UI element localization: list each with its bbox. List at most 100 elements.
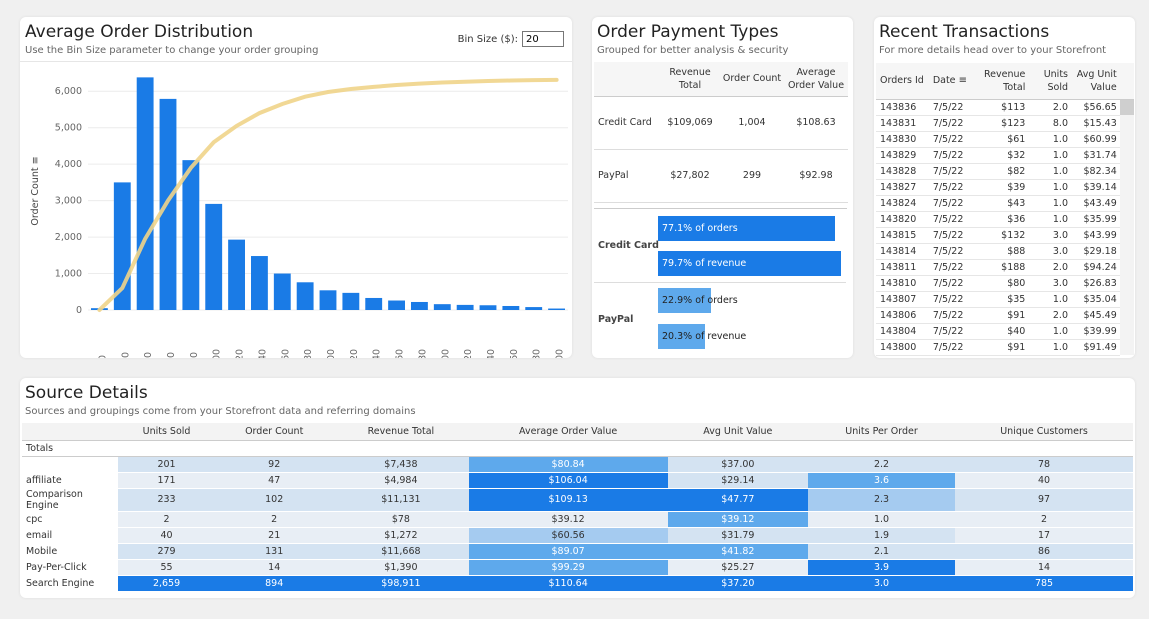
metric-cell: 171 (118, 472, 216, 489)
x-tick-label: $200 (326, 349, 337, 358)
table-row[interactable]: cpc 2 2 $78 $39.12 $39.12 1.0 2 (22, 511, 1133, 528)
avg-unit-value-cell: $43.49 (1071, 195, 1120, 212)
histogram-bar[interactable] (525, 307, 543, 310)
header-average-order-value[interactable]: Average Order Value (468, 423, 668, 441)
header-units-sold[interactable]: Units Sold (118, 423, 216, 441)
header-average-order-value[interactable]: Average Order Value (784, 62, 848, 97)
header-revenue-total[interactable]: Revenue Total (975, 63, 1029, 100)
avg-unit-value-cell: $29.18 (1071, 243, 1120, 260)
date-cell: 7/5/22 (928, 291, 976, 308)
histogram-bar[interactable] (251, 256, 268, 310)
revenue-cell: $36 (975, 211, 1029, 228)
table-row[interactable]: 143811 7/5/22 $188 2.0 $94.24 (876, 259, 1134, 276)
header-unique-customers[interactable]: Unique Customers (955, 423, 1133, 441)
histogram-bar[interactable] (228, 239, 245, 310)
revenue-cell: $61 (975, 131, 1029, 148)
table-row[interactable]: 143820 7/5/22 $36 1.0 $35.99 (876, 211, 1134, 228)
histogram-bar[interactable] (456, 304, 474, 310)
share-label: Credit Card (598, 240, 659, 251)
metric-cell: $99.29 (468, 559, 668, 576)
date-cell: 7/5/22 (928, 147, 976, 164)
revenue-share-bar[interactable]: 20.3% of revenue (658, 324, 746, 349)
table-row[interactable]: 143807 7/5/22 $35 1.0 $35.04 (876, 291, 1134, 308)
y-tick-label: 1,000 (55, 269, 82, 280)
histogram-bar[interactable] (342, 292, 360, 310)
table-row[interactable]: 143829 7/5/22 $32 1.0 $31.74 (876, 147, 1134, 164)
table-row[interactable]: 143806 7/5/22 $91 2.0 $45.49 (876, 307, 1134, 324)
metric-cell: 14 (955, 559, 1133, 576)
table-row[interactable]: 143830 7/5/22 $61 1.0 $60.99 (876, 131, 1134, 148)
payment-type-paypal: PayPal (594, 149, 660, 203)
table-row[interactable]: 143828 7/5/22 $82 1.0 $82.34 (876, 163, 1134, 180)
order-distribution-title: Average Order Distribution (25, 22, 254, 42)
histogram-bar[interactable] (388, 300, 405, 310)
orders-share-bar[interactable]: 77.1% of orders (658, 216, 836, 241)
scrollbar-track[interactable] (1119, 99, 1134, 115)
x-tick-label: $80 (189, 352, 200, 358)
header-revenue-total[interactable]: Revenue Total (660, 62, 720, 97)
histogram-bar[interactable] (319, 290, 337, 310)
units-sold-cell: 1.0 (1028, 179, 1071, 196)
scrollbar-header (1119, 63, 1134, 100)
revenue-cell: $132 (975, 227, 1029, 244)
metric-cell: $29.14 (667, 472, 808, 489)
header-units-sold[interactable]: Units Sold (1028, 63, 1071, 100)
table-row[interactable]: Pay-Per-Click 55 14 $1,390 $99.29 $25.27 3.9 14 (22, 559, 1133, 576)
x-tick-label: $0 (97, 355, 108, 358)
date-cell: 7/5/22 (928, 211, 976, 228)
table-row[interactable]: Mobile 279 131 $11,668 $89.07 $41.82 2.1 86 (22, 543, 1133, 560)
histogram-bar[interactable] (479, 305, 497, 310)
table-row[interactable]: PayPal $27,802 299 $92.98 (594, 149, 848, 203)
units-sold-cell: 1.0 (1028, 131, 1071, 148)
orders-share-bar[interactable]: 22.9% of orders (658, 288, 738, 313)
divider (594, 208, 847, 209)
bin-size-input[interactable] (522, 31, 564, 47)
header-units-per-order[interactable]: Units Per Order (807, 423, 956, 441)
table-row[interactable]: 143827 7/5/22 $39 1.0 $39.14 (876, 179, 1134, 196)
table-row[interactable]: Search Engine 2,659 894 $98,911 $110.64 $37.2… (22, 575, 1133, 592)
table-row[interactable]: 143804 7/5/22 $40 1.0 $39.99 (876, 323, 1134, 340)
histogram-bar[interactable] (411, 301, 428, 310)
units-sold-cell: 2.0 (1028, 99, 1071, 116)
header-date-label: Date (932, 75, 956, 87)
table-row[interactable]: Credit Card $109,069 1,004 $108.63 (594, 96, 848, 150)
header-avg-unit-value[interactable]: Avg Unit Value (667, 423, 808, 441)
table-row[interactable]: 143836 7/5/22 $113 2.0 $56.65 (876, 99, 1134, 116)
y-tick-label: 2,000 (55, 232, 82, 243)
table-row[interactable]: 143810 7/5/22 $80 3.0 $26.83 (876, 275, 1134, 292)
histogram-bar[interactable] (273, 273, 291, 310)
histogram-bar[interactable] (502, 305, 520, 310)
metric-cell: 233 (118, 488, 216, 512)
header-orders-id[interactable]: Orders Id (876, 63, 929, 100)
x-tick-label: $100 (212, 349, 223, 358)
histogram-bar[interactable] (136, 77, 154, 310)
histogram-bar[interactable] (296, 282, 314, 310)
header-order-count[interactable]: Order Count (215, 423, 334, 441)
histogram-bar[interactable] (182, 160, 200, 310)
table-row[interactable]: 143824 7/5/22 $43 1.0 $43.49 (876, 195, 1134, 212)
header-avg-unit-value[interactable]: Avg Unit Value (1071, 63, 1120, 100)
table-row[interactable]: 143831 7/5/22 $123 8.0 $15.43 (876, 115, 1134, 132)
sort-icon[interactable]: ≡ (958, 75, 967, 87)
histogram-bar[interactable] (433, 304, 451, 310)
metric-cell: 2,659 (118, 575, 216, 592)
units-sold-cell: 1.0 (1028, 147, 1071, 164)
histogram-bar[interactable] (548, 308, 565, 310)
table-row[interactable]: email 40 21 $1,272 $60.56 $31.79 1.9 17 (22, 527, 1133, 544)
header-date[interactable]: Date ≡ (928, 63, 976, 100)
revenue-share-bar[interactable]: 79.7% of revenue (658, 251, 842, 276)
table-row[interactable]: Comparison Engine 233 102 $11,131 $109.13 $47… (22, 488, 1133, 512)
histogram-bar[interactable] (365, 297, 383, 310)
header-revenue-total[interactable]: Revenue Total (333, 423, 469, 441)
metric-cell: $39.12 (468, 511, 668, 528)
header-order-count[interactable]: Order Count (720, 62, 784, 97)
metric-cell: $25.27 (667, 559, 808, 576)
table-row[interactable]: 143800 7/5/22 $91 1.0 $91.49 (876, 339, 1134, 356)
histogram-bar[interactable] (205, 203, 223, 310)
metric-cell: $109.13 (468, 488, 668, 512)
recent-transactions-subtitle: For more details head over to your Store… (879, 45, 1107, 56)
table-row[interactable]: 143814 7/5/22 $88 3.0 $29.18 (876, 243, 1134, 260)
table-row[interactable]: 143815 7/5/22 $132 3.0 $43.99 (876, 227, 1134, 244)
table-row[interactable]: 201 92 $7,438 $80.84 $37.00 2.2 78 (22, 456, 1133, 473)
table-row[interactable]: affiliate 171 47 $4,984 $106.04 $29.14 3.6 40 (22, 472, 1133, 489)
